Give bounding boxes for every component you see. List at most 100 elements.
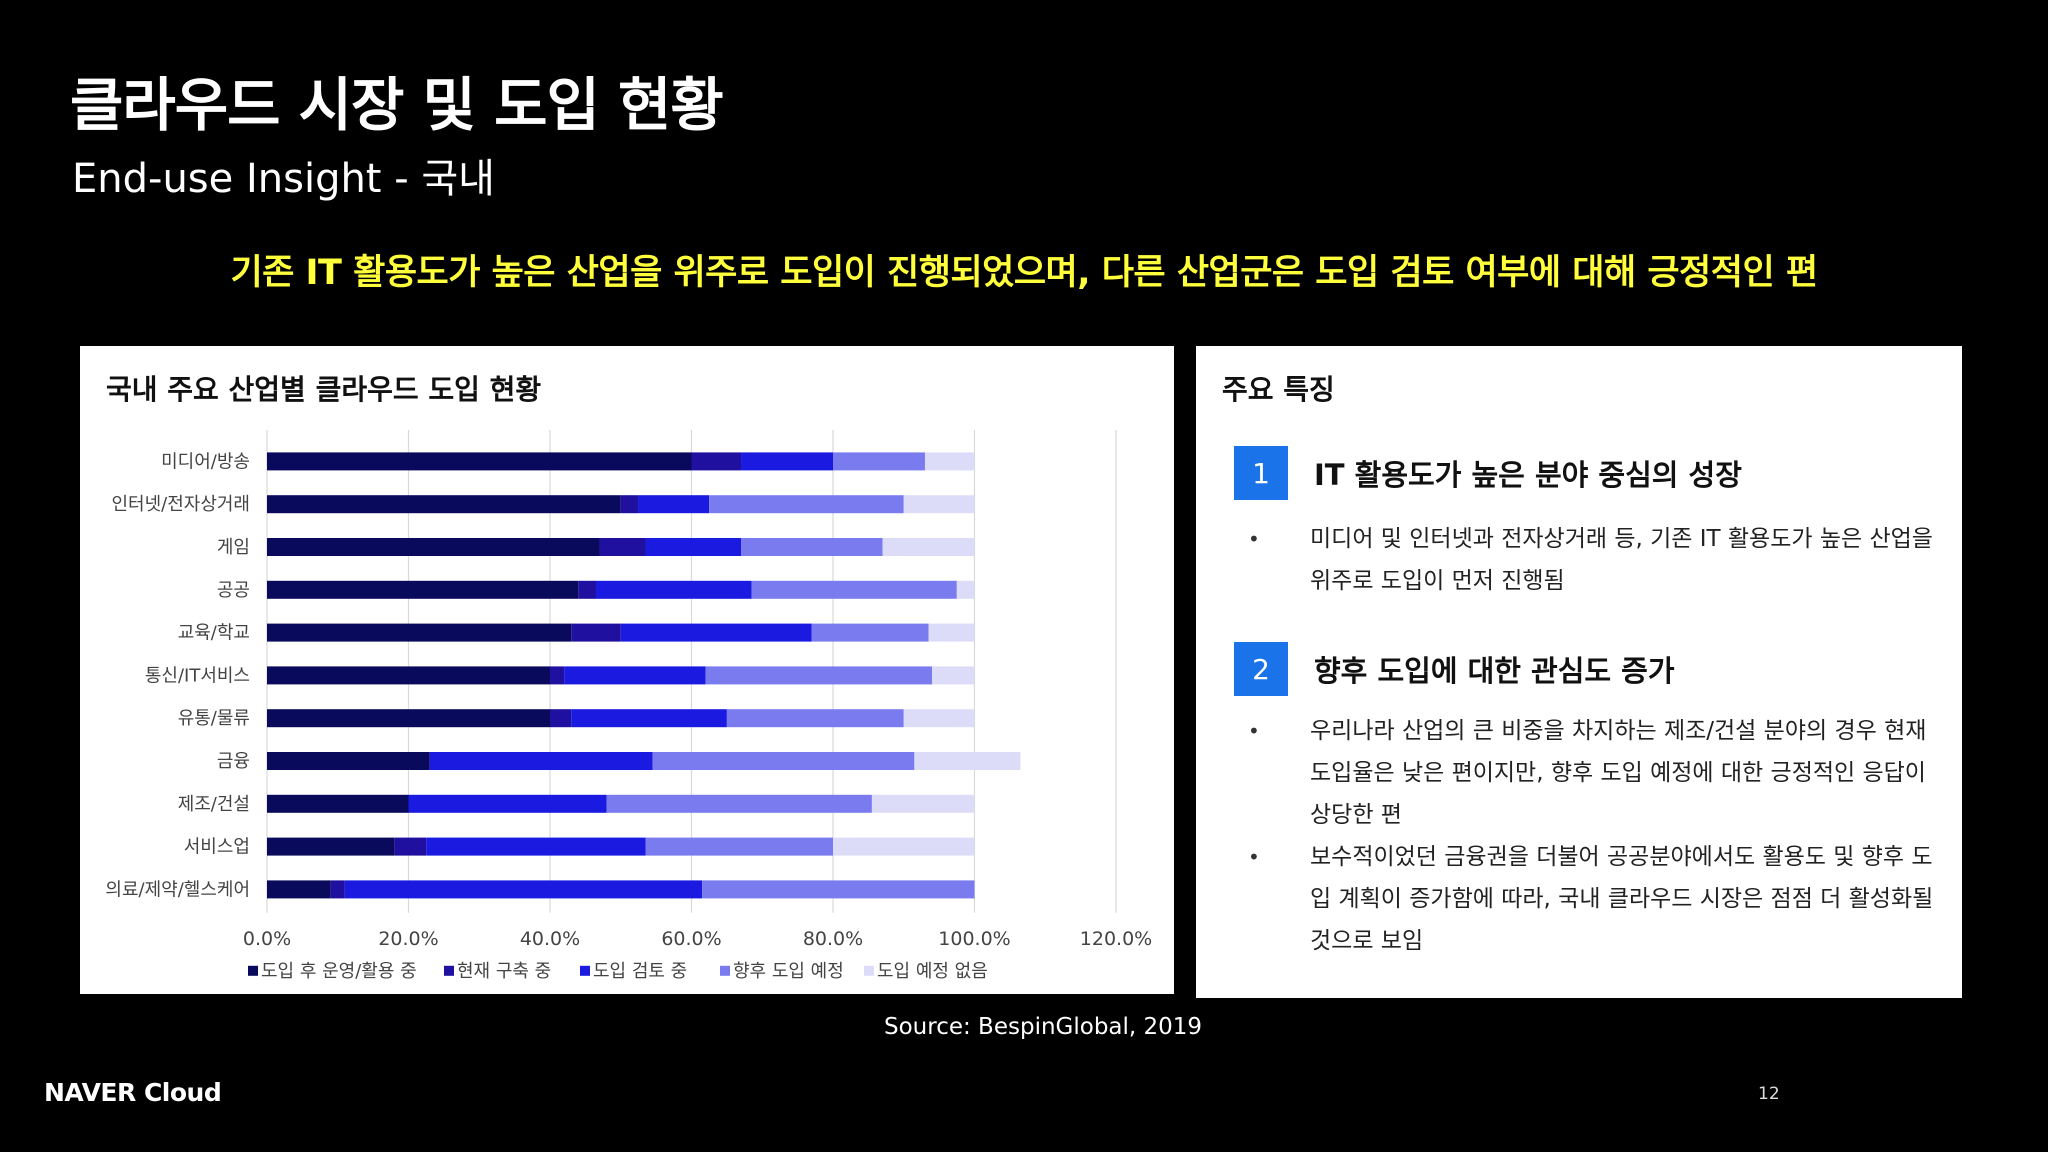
- feature-2-bullet-1: 우리나라 산업의 큰 비중을 차지하는 제조/건설 분야의 경우 현재 도입율은…: [1248, 710, 1938, 836]
- x-tick-label: 0.0%: [243, 928, 291, 950]
- bar-segment: [833, 837, 975, 856]
- category-label: 공공: [217, 580, 250, 601]
- bar-segment: [914, 752, 1021, 770]
- bar-segment: [344, 880, 703, 899]
- x-tick-label: 100.0%: [938, 928, 1010, 950]
- feature-2-number-badge: 2: [1234, 642, 1288, 696]
- bar-segment: [924, 452, 975, 471]
- bar-segment: [638, 495, 710, 514]
- bar-segment: [267, 880, 331, 899]
- slide-subtitle: End-use Insight - 국내: [72, 156, 495, 202]
- page-number: 12: [1758, 1084, 1780, 1104]
- bar-segment: [833, 452, 925, 471]
- feature-2-title: 향후 도입에 대한 관심도 증가: [1314, 654, 1675, 688]
- naver-cloud-logo: NAVER Cloud: [44, 1078, 222, 1107]
- category-label: 서비스업: [184, 837, 250, 858]
- bar-segment: [571, 623, 621, 642]
- bar-segment: [751, 580, 957, 599]
- bar-segment: [599, 538, 646, 556]
- bar-segment: [267, 794, 409, 813]
- category-label: 금융: [217, 751, 250, 772]
- bar-segment: [267, 452, 692, 471]
- category-label: 제조/건설: [178, 794, 250, 815]
- feature-1-bullets: 미디어 및 인터넷과 전자상거래 등, 기존 IT 활용도가 높은 산업을 위주…: [1248, 518, 1938, 602]
- bar-segment: [620, 623, 812, 642]
- category-label: 유통/물류: [178, 708, 250, 729]
- bar-segment: [267, 837, 395, 856]
- legend-swatch: [444, 965, 454, 976]
- bar-segment: [394, 837, 427, 856]
- bar-segment: [267, 752, 430, 770]
- bar-segment: [903, 709, 975, 728]
- legend-label: 현재 구축 중: [457, 961, 551, 982]
- bar-segment: [645, 837, 833, 856]
- features-panel: 주요 특징 1 IT 활용도가 높은 분야 중심의 성장 미디어 및 인터넷과 …: [1196, 346, 1962, 998]
- bar-segment: [741, 452, 833, 471]
- bar-segment: [606, 794, 872, 813]
- bar-segment: [709, 495, 904, 514]
- legend-label: 향후 도입 예정: [733, 961, 844, 982]
- bar-segment: [595, 580, 752, 599]
- x-tick-label: 120.0%: [1080, 928, 1152, 950]
- bar-segment: [426, 837, 646, 856]
- bar-segment: [726, 709, 904, 728]
- bar-segment: [705, 666, 933, 685]
- x-tick-label: 40.0%: [520, 928, 580, 950]
- category-label: 통신/IT서비스: [145, 665, 250, 686]
- legend-label: 도입 후 운영/활용 중: [261, 961, 417, 982]
- chart-panel: 국내 주요 산업별 클라우드 도입 현황 0.0% 20.0% 40.0% 60.0%…: [80, 346, 1174, 994]
- bar-segment: [956, 580, 975, 599]
- bar-segment: [267, 709, 550, 728]
- features-title: 주요 특징: [1222, 373, 1335, 406]
- category-label: 인터넷/전자상거래: [111, 494, 250, 515]
- feature-2-bullets: 우리나라 산업의 큰 비중을 차지하는 제조/건설 분야의 경우 현재 도입율은…: [1248, 710, 1938, 962]
- bar-segment: [267, 666, 550, 685]
- bar-segment: [928, 623, 975, 642]
- feature-1-title: IT 활용도가 높은 분야 중심의 성장: [1314, 458, 1742, 492]
- bar-segment: [267, 538, 600, 556]
- legend-swatch: [248, 965, 258, 976]
- feature-1-header: 1 IT 활용도가 높은 분야 중심의 성장: [1234, 446, 1742, 500]
- headline: 기존 IT 활용도가 높은 산업을 위주로 도입이 진행되었으며, 다른 산업군…: [230, 253, 1818, 293]
- x-tick-label: 20.0%: [378, 928, 438, 950]
- bar-segment: [267, 623, 572, 642]
- feature-2-bullet-2: 보수적이었던 금융권을 더불어 공공분야에서도 활용도 및 향후 도입 계획이 …: [1248, 836, 1938, 962]
- category-label: 게임: [217, 537, 250, 558]
- bar-segment: [702, 880, 975, 899]
- category-label: 미디어/방송: [161, 451, 250, 472]
- feature-2-header: 2 향후 도입에 대한 관심도 증가: [1234, 642, 1675, 696]
- source-note: Source: BespinGlobal, 2019: [884, 1014, 1203, 1040]
- bar-segment: [408, 794, 607, 813]
- bar-segment: [882, 538, 975, 556]
- bar-segment: [330, 880, 345, 899]
- bar-segment: [932, 666, 975, 685]
- legend-label: 도입 예정 없음: [877, 961, 988, 982]
- bar-segment: [429, 752, 653, 770]
- bar-segment: [741, 538, 883, 556]
- category-label: 교육/학교: [178, 623, 250, 644]
- legend-swatch: [864, 965, 874, 976]
- legend-swatch: [580, 965, 590, 976]
- bar-segment: [871, 794, 975, 813]
- legend-label: 도입 검토 중: [593, 961, 687, 982]
- bar-segment: [571, 709, 727, 728]
- slide-title: 클라우드 시장 및 도입 현황: [70, 71, 724, 139]
- bar-segment: [564, 666, 706, 685]
- x-tick-label: 60.0%: [661, 928, 721, 950]
- bar-segment: [620, 495, 639, 514]
- bar-segment: [652, 752, 915, 770]
- legend-swatch: [720, 965, 730, 976]
- bar-segment: [578, 580, 596, 599]
- bar-segment: [550, 666, 565, 685]
- stacked-bar-chart: 0.0% 20.0% 40.0% 60.0% 80.0% 100.0% 120.0% 미디어/…: [105, 430, 1152, 982]
- bar-segment: [903, 495, 975, 514]
- bar-segment: [267, 580, 579, 599]
- chart-title: 국내 주요 산업별 클라우드 도입 현황: [106, 373, 542, 406]
- bar-segment: [811, 623, 929, 642]
- x-tick-label: 80.0%: [803, 928, 863, 950]
- feature-1-number-badge: 1: [1234, 446, 1288, 500]
- category-label: 의료/제약/헬스케어: [105, 879, 250, 900]
- bar-segment: [550, 709, 572, 728]
- feature-1-bullet-1: 미디어 및 인터넷과 전자상거래 등, 기존 IT 활용도가 높은 산업을 위주…: [1248, 518, 1938, 602]
- bar-segment: [267, 495, 621, 514]
